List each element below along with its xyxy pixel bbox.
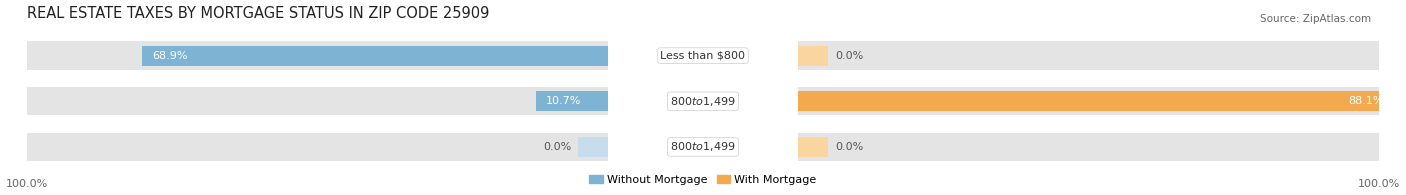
Text: 10.7%: 10.7% <box>546 96 582 106</box>
Text: REAL ESTATE TAXES BY MORTGAGE STATUS IN ZIP CODE 25909: REAL ESTATE TAXES BY MORTGAGE STATUS IN … <box>27 5 489 20</box>
Text: 0.0%: 0.0% <box>835 51 863 61</box>
Bar <box>797 46 828 66</box>
Bar <box>797 87 1379 115</box>
Bar <box>797 91 1393 111</box>
Bar <box>797 133 1379 161</box>
Text: Source: ZipAtlas.com: Source: ZipAtlas.com <box>1260 14 1371 24</box>
Text: Less than $800: Less than $800 <box>661 51 745 61</box>
Bar <box>142 46 609 66</box>
Bar <box>27 87 609 115</box>
Text: 0.0%: 0.0% <box>835 142 863 152</box>
Bar <box>578 137 609 157</box>
Bar <box>797 137 828 157</box>
Text: $800 to $1,499: $800 to $1,499 <box>671 95 735 108</box>
Bar <box>797 41 1379 70</box>
Bar <box>27 133 609 161</box>
Bar <box>536 91 609 111</box>
Bar <box>27 41 609 70</box>
Text: 0.0%: 0.0% <box>543 142 571 152</box>
Text: 88.1%: 88.1% <box>1348 96 1384 106</box>
Text: $800 to $1,499: $800 to $1,499 <box>671 140 735 153</box>
Text: 68.9%: 68.9% <box>152 51 188 61</box>
Legend: Without Mortgage, With Mortgage: Without Mortgage, With Mortgage <box>585 170 821 189</box>
